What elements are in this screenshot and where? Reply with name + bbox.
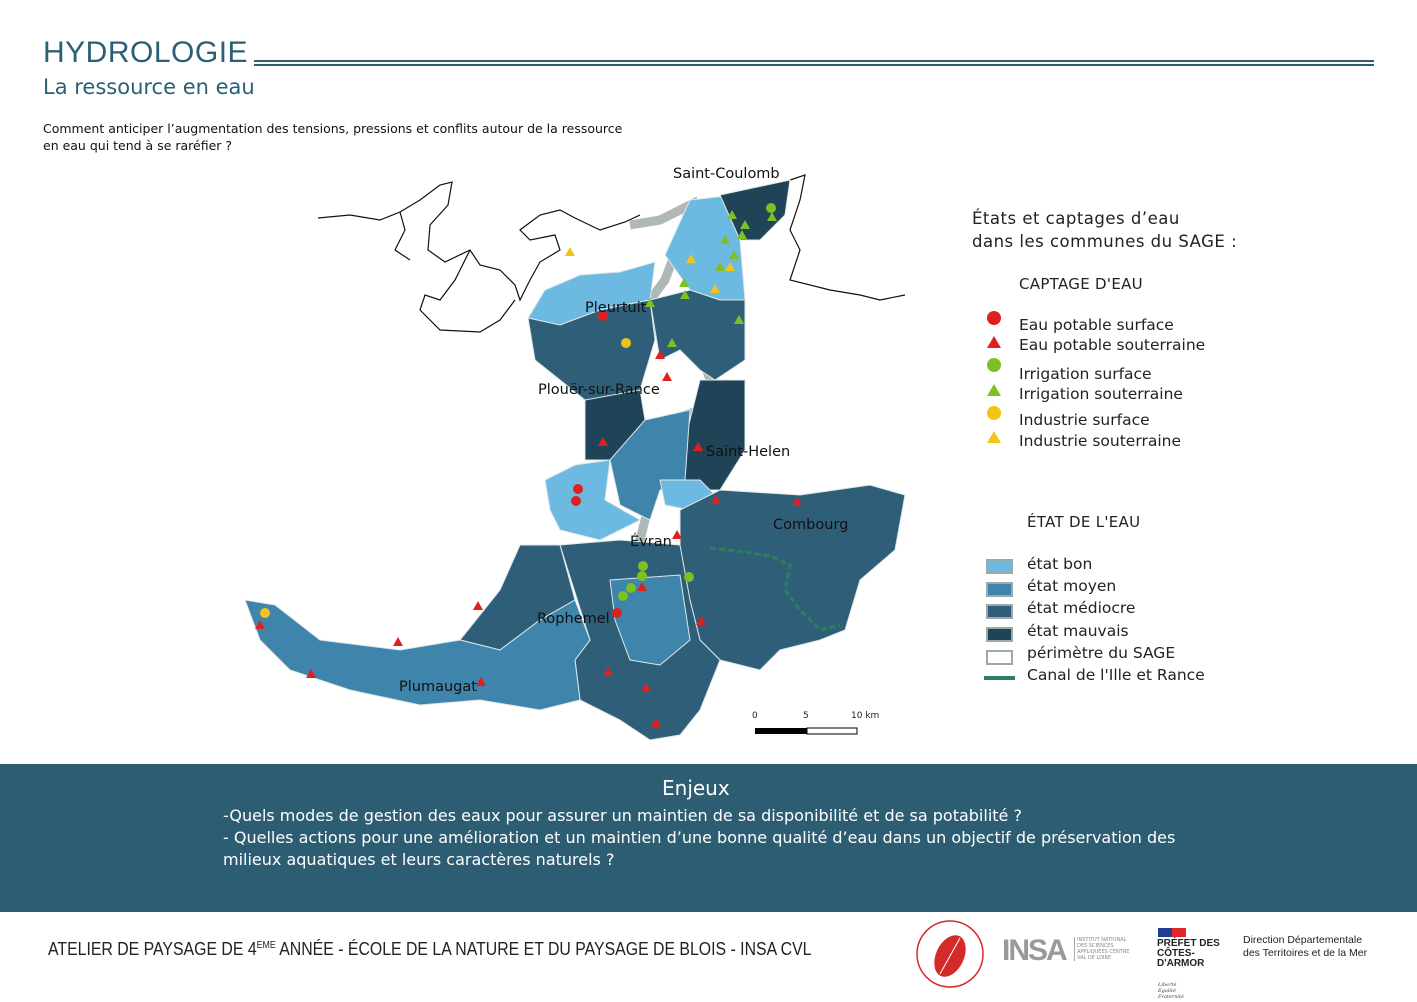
legend-item: Industrie souterraine <box>1019 432 1181 450</box>
town-label: Évran <box>630 534 672 550</box>
commune-etat-moyen <box>609 574 691 666</box>
commune-etat-moyen <box>244 599 591 711</box>
commune-etat-mauvais <box>684 379 746 491</box>
footer-text-a: ATELIER DE PAYSAGE DE 4 <box>48 939 257 959</box>
communes <box>244 179 906 741</box>
legend-item: état moyen <box>1027 577 1117 595</box>
ddtm-line: des Territoires et de la Mer <box>1243 947 1368 959</box>
town-label: Saint-Helen <box>706 444 791 460</box>
circle-icon <box>987 358 1001 372</box>
captage-markers <box>255 203 802 727</box>
marker-eau-potable-surface <box>598 311 608 321</box>
town-label: Combourg <box>773 517 849 533</box>
footer-sup: EME <box>256 940 276 951</box>
swatch-canal <box>984 676 1015 680</box>
triangle-icon <box>987 384 1001 396</box>
enjeux-title: Enjeux <box>662 776 730 800</box>
enjeux-line: -Quels modes de gestion des eaux pour as… <box>223 806 1022 825</box>
canal-ille-rance <box>709 546 841 632</box>
legend-title-line: dans les communes du SAGE : <box>972 232 1238 251</box>
enjeux-line: - Quelles actions pour une amélioration … <box>223 828 1176 869</box>
swatch-perimetre <box>986 650 1013 665</box>
marker-irrigation-surface <box>618 591 628 601</box>
scale-label-10: 10 km <box>851 711 880 721</box>
marker-eau-potable-surface <box>612 608 622 618</box>
title-divider <box>254 60 1374 66</box>
legend-item: Eau potable souterraine <box>1019 336 1206 354</box>
commune-etat-mauvais <box>719 179 791 241</box>
legend-item: Irrigation souterraine <box>1019 385 1183 403</box>
key-question: Comment anticiper l’augmentation des ten… <box>43 121 623 153</box>
captage-heading: CAPTAGE D'EAU <box>1019 275 1143 293</box>
page-title: HYDROLOGIE <box>43 36 249 69</box>
commune-etat-mediocre <box>649 289 746 381</box>
scale-label-5: 5 <box>803 711 809 721</box>
town-label: Plouër-sur-Rance <box>538 382 660 398</box>
swatch-etat-bon <box>986 559 1013 574</box>
triangle-icon <box>987 431 1001 443</box>
marker-eau-potable-surface <box>573 484 583 494</box>
coastline <box>317 174 906 333</box>
marker-irrigation-surface <box>626 583 636 593</box>
enjeux-panel: Enjeux -Quels modes de gestion des eaux … <box>0 764 1417 912</box>
scale-bar <box>755 727 858 735</box>
legend-item: Canal de l'Ille et Rance <box>1027 666 1205 684</box>
footer-text-b: ANNÉE - ÉCOLE DE LA NATURE ET DU PAYSAGE… <box>275 939 812 959</box>
legend-title-line: États et captages d’eau <box>972 209 1180 228</box>
town-label: Pleurtuit <box>585 300 647 316</box>
triangle-icon <box>987 336 1001 348</box>
town-label: Saint-Coulomb <box>673 166 780 182</box>
ecole-nature-paysage-logo <box>916 920 984 988</box>
legend-title: États et captages d’eau dans les commune… <box>972 207 1237 253</box>
legend-item: état médiocre <box>1027 599 1136 617</box>
etat-heading: ÉTAT DE L'EAU <box>1027 513 1141 531</box>
ddtm-logo: Direction Départementale des Territoires… <box>1243 934 1367 960</box>
circle-icon <box>987 311 1001 325</box>
marker-industrie-surface <box>621 338 631 348</box>
footer-credits: ATELIER DE PAYSAGE DE 4EME ANNÉE - ÉCOLE… <box>48 939 811 960</box>
legend-item: Irrigation surface <box>1019 365 1152 383</box>
ddtm-line: Direction Départementale <box>1243 934 1363 946</box>
legend-item: état bon <box>1027 555 1093 573</box>
marker-irrigation-surface <box>684 572 694 582</box>
swatch-etat-mediocre <box>986 604 1013 619</box>
marker-eau-potable-surface <box>571 496 581 506</box>
commune-etat-bon <box>544 459 642 541</box>
town-label: Plumaugat <box>399 679 477 695</box>
marker-industrie-souterraine <box>565 247 735 293</box>
marker-industrie-surface <box>260 608 270 618</box>
swatch-etat-moyen <box>986 582 1013 597</box>
town-label: Rophemel <box>537 611 610 627</box>
legend-item: Eau potable surface <box>1019 316 1174 334</box>
marker-irrigation-surface <box>766 203 776 213</box>
legend-item: périmètre du SAGE <box>1027 644 1176 662</box>
legend-item: état mauvais <box>1027 622 1129 640</box>
insa-logo: INSA <box>1002 934 1068 967</box>
marianne-flag <box>1158 928 1186 937</box>
marker-irrigation-surface <box>637 571 647 581</box>
commune-etat-mediocre <box>679 484 906 671</box>
prefet-motto: Liberté Égalité Fraternité <box>1158 982 1184 1000</box>
page-subtitle: La ressource en eau <box>43 75 255 99</box>
prefet-logo: PRÉFET DES CÔTES-D'ARMOR <box>1157 938 1220 969</box>
circle-icon <box>987 406 1001 420</box>
scale-label-0: 0 <box>752 711 758 721</box>
marker-irrigation-surface <box>638 561 648 571</box>
captage-legend-symbols <box>987 311 1001 443</box>
swatch-etat-mauvais <box>986 627 1013 642</box>
legend-item: Industrie surface <box>1019 411 1150 429</box>
insa-subtitle: INSTITUT NATIONAL DES SCIENCES APPLIQUÉE… <box>1074 937 1136 961</box>
